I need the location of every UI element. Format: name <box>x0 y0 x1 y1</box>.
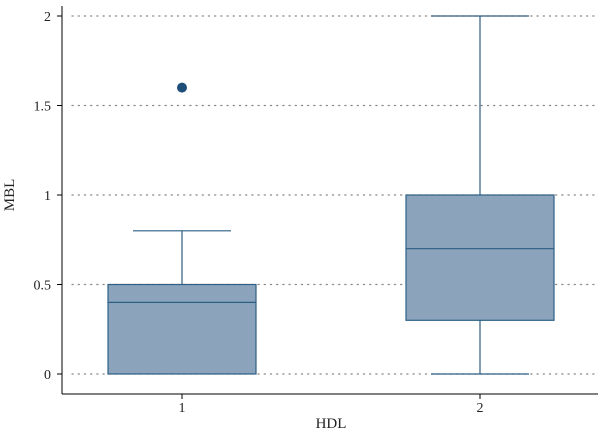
x-axis-title: HDL <box>316 416 347 432</box>
boxes <box>107 15 555 375</box>
y-tick-label: 1 <box>44 189 51 204</box>
y-tick-label: 2 <box>44 10 51 25</box>
x-tick-label: 1 <box>179 401 186 416</box>
box-1 <box>107 82 257 375</box>
y-axis: 0 0.5 1 1.5 2 <box>34 6 63 394</box>
iqr-box <box>107 283 257 375</box>
outlier-point <box>177 82 187 93</box>
box-2 <box>405 15 555 375</box>
x-tick-label: 2 <box>477 401 484 416</box>
iqr-box <box>405 194 555 321</box>
y-tick-label: 0.5 <box>34 279 52 294</box>
y-tick-label: 0 <box>44 368 51 383</box>
y-axis-title: MBL <box>2 179 18 212</box>
y-tick-label: 1.5 <box>34 100 52 115</box>
